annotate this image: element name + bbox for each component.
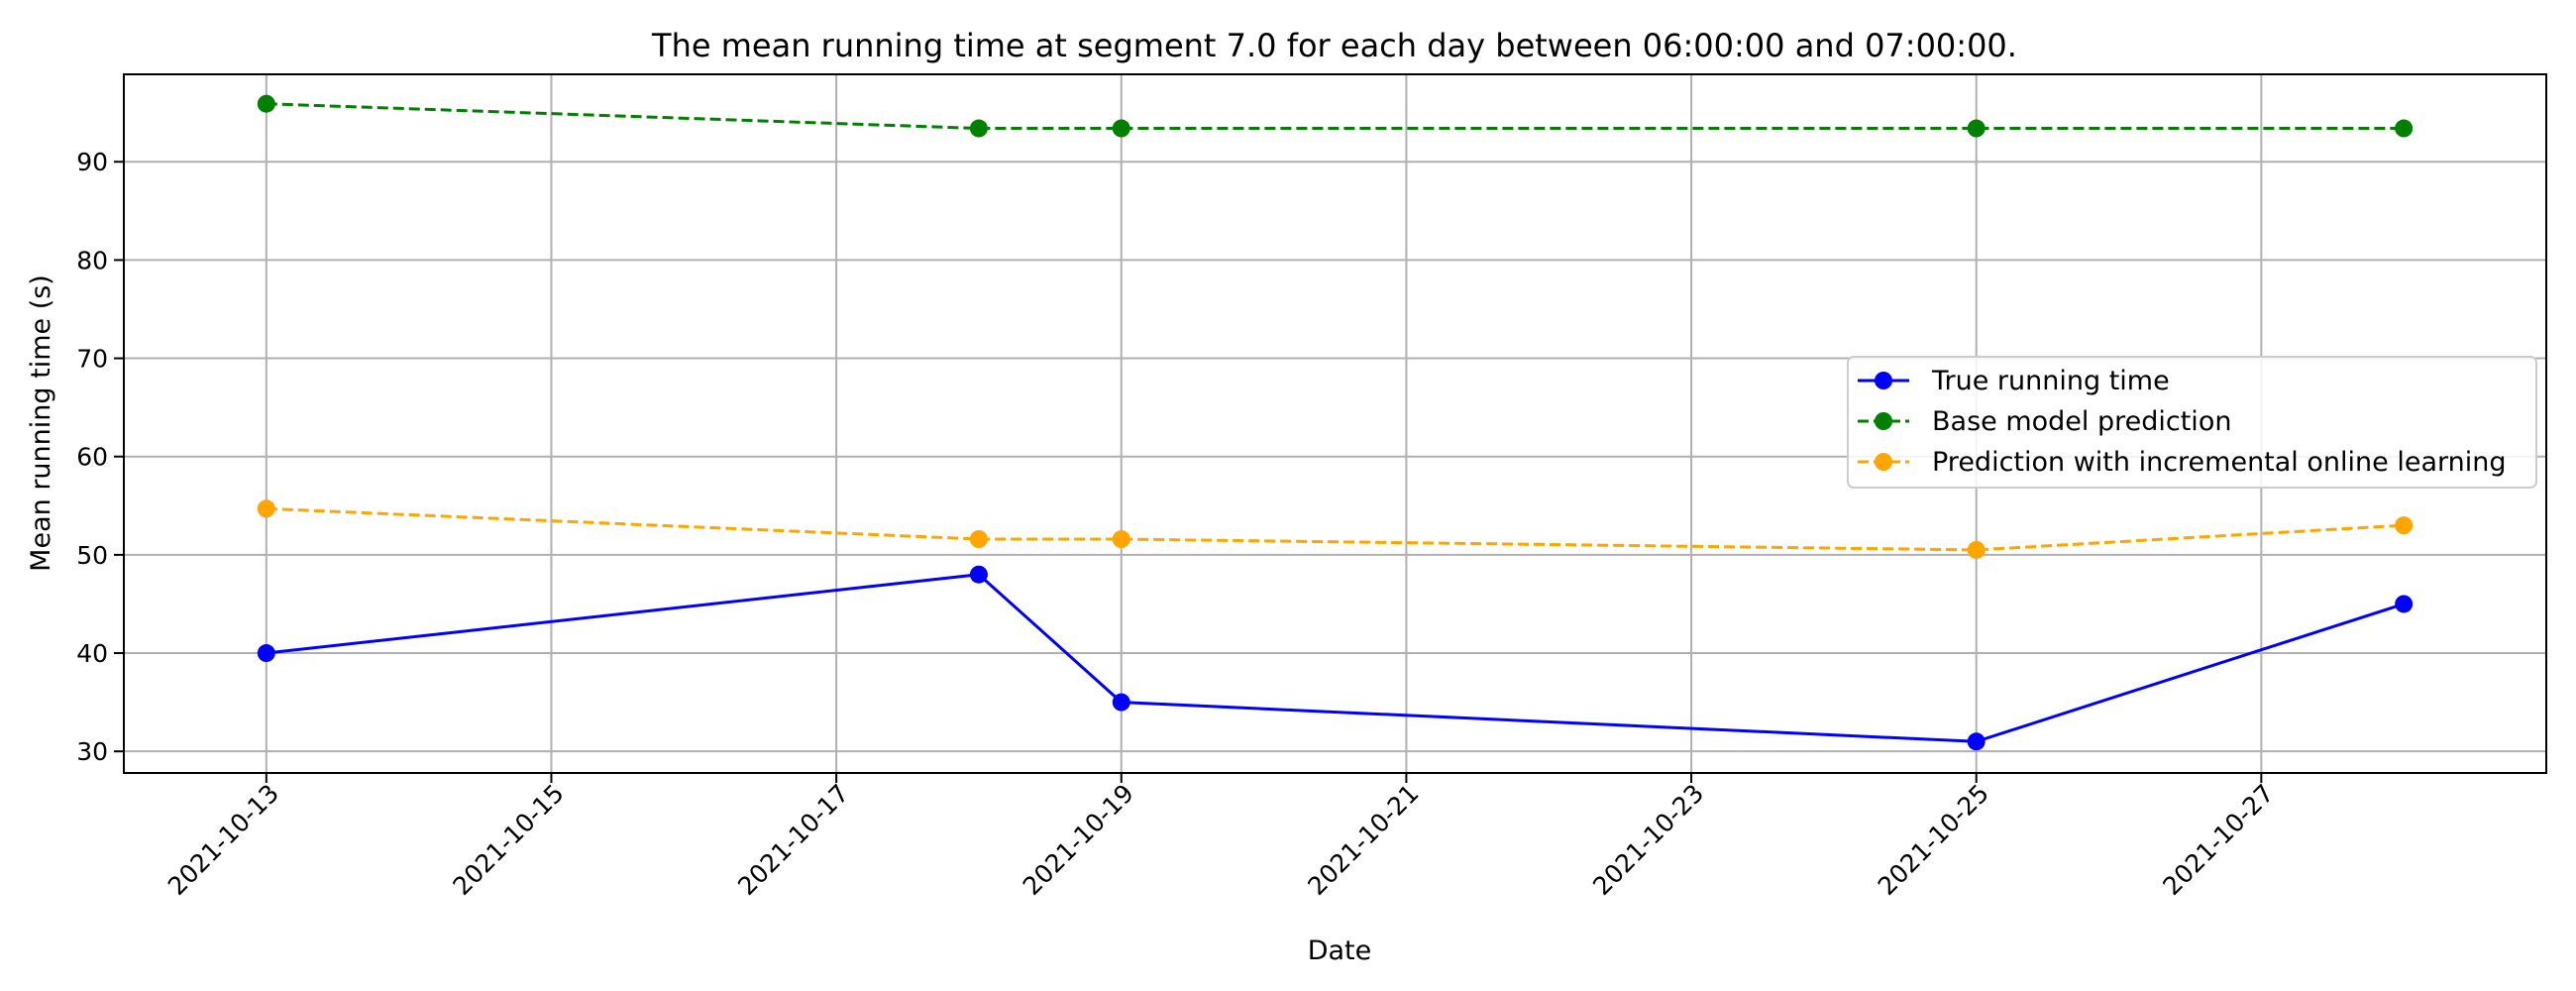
series-true-running-time <box>257 565 2414 751</box>
data-point <box>969 565 988 584</box>
legend-label: Base model prediction <box>1932 406 2231 437</box>
series-prediction-with-incremental-online-learning <box>257 499 2414 559</box>
series-base-model-prediction <box>257 94 2414 138</box>
y-tick-label: 90 <box>76 148 108 176</box>
legend-marker <box>1875 412 1892 430</box>
legend-marker <box>1875 372 1892 389</box>
legend-label: True running time <box>1931 366 2170 396</box>
x-tick-label: 2021-10-23 <box>1587 779 1709 901</box>
y-axis-label: Mean running time (s) <box>26 275 56 572</box>
legend-marker <box>1875 453 1892 471</box>
data-point <box>969 530 988 549</box>
x-tick-label: 2021-10-25 <box>1873 779 1994 901</box>
x-axis-label: Date <box>1308 936 1372 966</box>
x-tick-label: 2021-10-27 <box>2157 779 2279 901</box>
legend-label: Prediction with incremental online learn… <box>1932 447 2507 478</box>
y-tick-label: 40 <box>76 639 108 668</box>
chart-title: The mean running time at segment 7.0 for… <box>651 27 2017 64</box>
data-point <box>2395 516 2414 535</box>
data-point <box>1967 540 1986 559</box>
legend-box <box>1847 356 2537 489</box>
data-point <box>1967 119 1986 138</box>
data-point <box>257 499 275 518</box>
data-point <box>1112 693 1130 712</box>
data-point <box>257 94 275 113</box>
data-point <box>257 644 275 663</box>
plot-frame <box>123 73 2547 774</box>
x-tick-label: 2021-10-21 <box>1302 779 1424 901</box>
data-point <box>2395 595 2414 613</box>
y-tick-label: 70 <box>76 345 108 374</box>
legend: True running time Base model prediction Pr… <box>1847 356 2537 489</box>
y-tick-label: 50 <box>76 541 108 570</box>
legend-item: Prediction with incremental online learn… <box>1858 447 2507 478</box>
y-tick-label: 30 <box>76 737 108 766</box>
series-line <box>266 102 2405 131</box>
legend-item: True running time <box>1858 366 2170 396</box>
y-tick-label: 60 <box>76 443 108 472</box>
x-tick-label: 2021-10-13 <box>162 779 284 901</box>
data-point <box>1967 732 1986 751</box>
series-line <box>266 573 2405 743</box>
data-point <box>2395 119 2414 138</box>
x-tick-label: 2021-10-15 <box>447 779 569 901</box>
series-layer <box>257 94 2414 751</box>
data-point <box>969 119 988 138</box>
y-tick-label: 80 <box>76 246 108 275</box>
data-point <box>1112 530 1130 549</box>
series-line <box>266 506 2405 552</box>
x-tick-label: 2021-10-17 <box>732 779 854 901</box>
legend-item: Base model prediction <box>1858 406 2231 437</box>
x-tick-label: 2021-10-19 <box>1018 779 1139 901</box>
data-point <box>1112 119 1130 138</box>
